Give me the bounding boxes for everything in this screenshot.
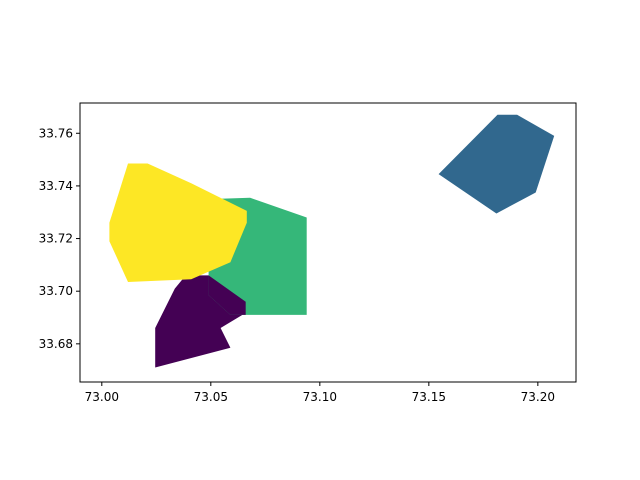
y-tick-label: 33.68	[39, 337, 73, 351]
x-axis: 73.00 73.05 73.10 73.15 73.20	[85, 382, 555, 404]
x-tick-label: 73.00	[85, 390, 119, 404]
region-yellow	[109, 163, 247, 282]
y-tick-label: 33.70	[39, 284, 73, 298]
region-purple-lower	[208, 275, 246, 315]
y-tick-label: 33.76	[39, 126, 73, 140]
y-tick-label: 33.74	[39, 179, 73, 193]
map-regions	[109, 114, 555, 368]
y-axis: 33.68 33.70 33.72 33.74 33.76	[39, 126, 80, 351]
axes-frame	[79, 102, 577, 383]
x-tick-label: 73.05	[194, 390, 228, 404]
y-tick-label: 33.72	[39, 232, 73, 246]
x-tick-label: 73.20	[521, 390, 555, 404]
x-tick-label: 73.10	[303, 390, 337, 404]
region-blue	[438, 114, 555, 214]
x-tick-label: 73.15	[412, 390, 446, 404]
